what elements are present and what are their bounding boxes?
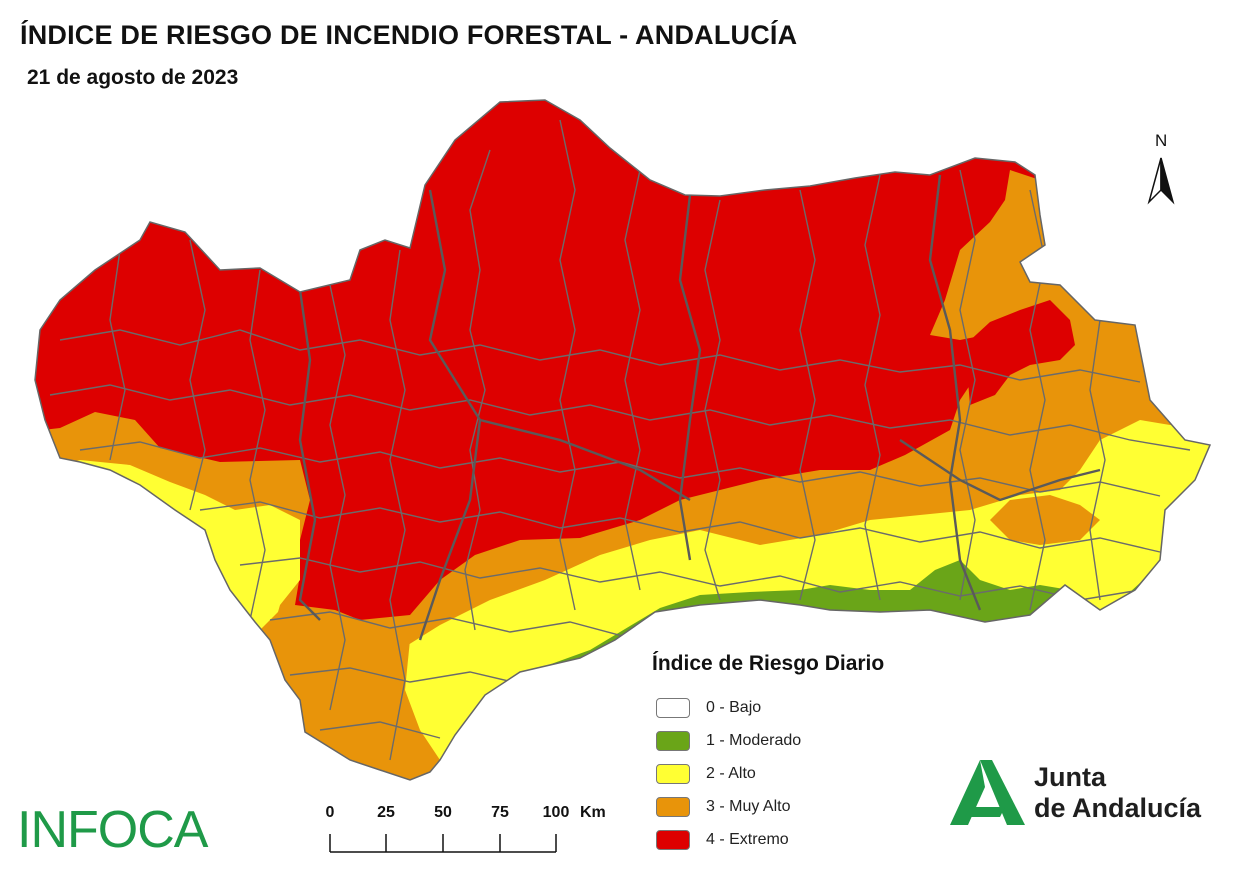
legend-swatch xyxy=(656,697,690,718)
junta-logo-icon xyxy=(950,760,1025,825)
scale-bar-graphic xyxy=(329,834,557,853)
legend-swatch xyxy=(656,763,690,784)
legend-item-extremo: 4 - Extremo xyxy=(656,823,884,856)
legend-label: 0 - Bajo xyxy=(706,698,762,716)
scale-tick-label: 0 xyxy=(325,804,335,821)
infoca-logo: INFOCA xyxy=(17,801,208,859)
zone-muy-alto-se xyxy=(990,495,1100,545)
scale-bar: 0 25 50 75 100 Km xyxy=(318,800,618,860)
junta-line1: Junta xyxy=(1034,762,1107,792)
legend-item-moderado: 1 - Moderado xyxy=(656,724,884,757)
map-title: ÍNDICE DE RIESGO DE INCENDIO FORESTAL - … xyxy=(20,20,798,50)
scale-tick-label: 75 xyxy=(491,804,509,821)
legend-label: 2 - Alto xyxy=(706,764,756,782)
legend-item-muy-alto: 3 - Muy Alto xyxy=(656,790,884,823)
legend-label: 3 - Muy Alto xyxy=(706,797,791,815)
scale-tick-label: 25 xyxy=(377,804,395,821)
legend-item-alto: 2 - Alto xyxy=(656,757,884,790)
legend-label: 4 - Extremo xyxy=(706,830,789,848)
legend: Índice de Riesgo Diario 0 - Bajo 1 - Mod… xyxy=(652,652,884,856)
zone-extremo-east xyxy=(965,300,1075,405)
province-boundaries xyxy=(298,174,1101,641)
legend-swatch xyxy=(656,730,690,751)
north-label: N xyxy=(1155,131,1168,150)
legend-swatch xyxy=(656,829,690,850)
junta-line2: de Andalucía xyxy=(1034,793,1202,823)
scale-tick-label: 50 xyxy=(434,804,452,821)
municipal-boundaries xyxy=(49,119,1191,761)
scale-unit: Km xyxy=(580,804,606,821)
legend-item-bajo: 0 - Bajo xyxy=(656,691,884,724)
map-date: 21 de agosto de 2023 xyxy=(27,66,239,89)
legend-label: 1 - Moderado xyxy=(706,731,802,749)
legend-title: Índice de Riesgo Diario xyxy=(652,652,885,675)
north-arrow-icon xyxy=(1147,157,1175,205)
legend-swatch xyxy=(656,796,690,817)
scale-tick-label: 100 xyxy=(542,804,570,821)
region-outline xyxy=(34,99,1212,781)
